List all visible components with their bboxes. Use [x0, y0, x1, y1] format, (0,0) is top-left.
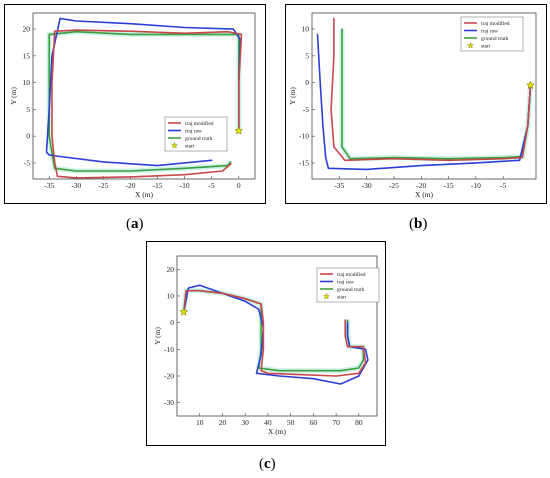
- x-tick-label: 80: [355, 418, 363, 427]
- legend-label: start: [481, 44, 491, 50]
- legend-label: traj modified: [481, 20, 510, 27]
- caption-b-letter: b: [414, 216, 423, 232]
- x-tick-label: 70: [332, 418, 340, 427]
- panel-c: 10 20 30 40 50 60 70 80 -30 -20 -10 0 10 20 X (m) Y (m)…: [146, 241, 386, 446]
- x-tick-label: 60: [310, 418, 318, 427]
- x-tick-label: 50: [287, 418, 295, 427]
- x-tick-label: -30: [71, 181, 81, 190]
- x-tick-label: 10: [196, 418, 204, 427]
- legend-label: traj modified: [185, 120, 214, 127]
- y-tick-label: -15: [299, 158, 309, 167]
- legend-label: traj raw: [185, 129, 202, 135]
- y-tick-label: 5: [26, 105, 30, 114]
- start-marker: [526, 80, 535, 90]
- series-line-traj-modified: [51, 29, 243, 179]
- x-tick-label: 20: [219, 418, 227, 427]
- x-tick-label: 40: [264, 418, 272, 427]
- legend-label: traj modified: [337, 271, 366, 278]
- legend-label: ground truth: [185, 136, 213, 142]
- y-tick-label: 0: [305, 78, 309, 87]
- legend-label: ground truth: [481, 36, 509, 42]
- series-line-traj-raw: [45, 17, 242, 167]
- y-tick-label: -30: [164, 398, 174, 407]
- x-tick-label: -15: [153, 181, 163, 190]
- caption-a: (a): [126, 216, 144, 232]
- y-axis-label: Y (m): [153, 327, 162, 345]
- y-tick-label: 0: [170, 318, 174, 327]
- y-tick-label: -5: [303, 105, 309, 114]
- x-tick-label: -15: [444, 181, 454, 190]
- start-marker: [179, 307, 189, 316]
- plot-frame-a: [32, 12, 256, 180]
- x-tick-label: -35: [334, 181, 344, 190]
- legend-label: start: [337, 295, 347, 301]
- x-tick-label: -20: [416, 181, 426, 190]
- x-axis-label: X (m): [415, 190, 434, 199]
- series-line-traj-modified: [182, 289, 367, 377]
- legend-label: traj raw: [337, 280, 354, 286]
- x-axis-label: X (m): [268, 427, 287, 436]
- y-tick-label: 0: [26, 132, 30, 141]
- y-tick-label: 5: [305, 51, 309, 60]
- series-line-traj-raw: [316, 33, 532, 171]
- legend-star-icon: [323, 292, 330, 300]
- x-tick-label: -10: [180, 181, 190, 190]
- y-tick-label: 15: [23, 51, 31, 60]
- legend-label: start: [185, 144, 195, 150]
- legend-star-icon: [171, 141, 178, 149]
- y-tick-label: -10: [164, 345, 174, 354]
- x-axis-label: X (m): [135, 190, 154, 199]
- x-tick-label: -25: [389, 181, 399, 190]
- chart-b: -35 -30 -25 -20 -15 -10 -5 -15 -10 -5 0 5 10 X (m) Y (…: [288, 12, 537, 199]
- y-tick-label: 10: [167, 292, 175, 301]
- chart-c: 10 20 30 40 50 60 70 80 -30 -20 -10 0 10 20 X (m) Y (m)…: [153, 255, 380, 436]
- y-tick-label: 20: [167, 265, 175, 274]
- start-marker: [234, 126, 244, 135]
- x-tick-label: 30: [241, 418, 249, 427]
- caption-c-letter: c: [264, 456, 271, 472]
- x-tick-label: -5: [500, 181, 506, 190]
- x-tick-label: -20: [125, 181, 135, 190]
- y-tick-label: -20: [164, 372, 174, 381]
- x-tick-label: 0: [237, 181, 241, 190]
- x-tick-label: -35: [44, 181, 54, 190]
- y-tick-label: 20: [23, 25, 31, 34]
- series-line-ground-truth: [48, 30, 240, 172]
- y-axis-label: Y (m): [288, 87, 297, 105]
- series-line-traj-modified: [330, 17, 532, 162]
- legend-label: traj raw: [481, 29, 498, 35]
- y-axis-label: Y (m): [9, 87, 18, 105]
- y-tick-label: 10: [23, 78, 31, 87]
- legend-star-icon: [467, 41, 474, 49]
- x-tick-label: -30: [362, 181, 372, 190]
- y-tick-label: -5: [24, 158, 30, 167]
- x-tick-label: -10: [471, 181, 481, 190]
- legend-label: ground truth: [337, 287, 365, 293]
- chart-a: -35 -30 -25 -20 -15 -10 -5 0 -5 0 5 10 15 20 X (m) Y (m…: [9, 12, 256, 199]
- x-tick-label: -25: [98, 181, 108, 190]
- panel-b: -35 -30 -25 -20 -15 -10 -5 -15 -10 -5 0 5 10 X (m) Y (…: [285, 4, 547, 204]
- caption-c: (c): [259, 456, 276, 472]
- caption-a-letter: a: [131, 216, 139, 232]
- x-tick-label: -5: [209, 181, 215, 190]
- caption-b: (b): [409, 216, 428, 232]
- y-tick-label: 10: [302, 25, 310, 34]
- panel-a: -35 -30 -25 -20 -15 -10 -5 0 -5 0 5 10 15 20 X (m) Y (m…: [4, 4, 266, 204]
- y-tick-label: -10: [299, 132, 309, 141]
